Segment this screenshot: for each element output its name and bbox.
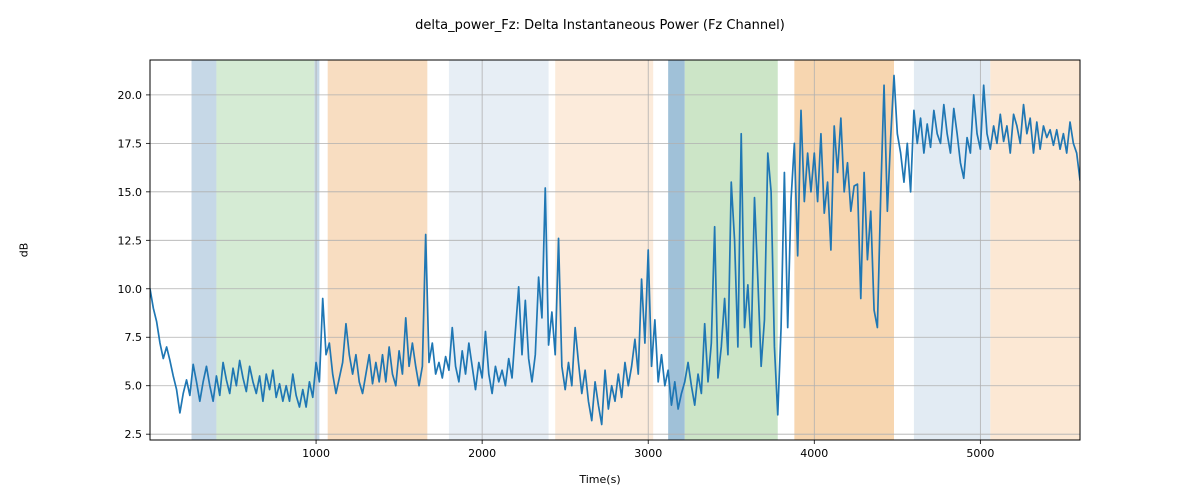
band-6 [668, 60, 685, 440]
band-0 [192, 60, 217, 440]
band-7 [685, 60, 778, 440]
band-4 [449, 60, 549, 440]
ytick-label: 5.0 [125, 380, 143, 393]
ytick-label: 17.5 [118, 137, 143, 150]
band-9 [914, 60, 990, 440]
ytick-label: 12.5 [118, 234, 143, 247]
xtick-label: 2000 [468, 447, 496, 460]
chart-container: delta_power_Fz: Delta Instantaneous Powe… [0, 0, 1200, 500]
band-10 [990, 60, 1080, 440]
ytick-label: 10.0 [118, 283, 143, 296]
band-2 [314, 60, 319, 440]
chart-svg: 1000 2000 3000 4000 5000 2.5 5.0 7.5 10.0 12.5 15.… [0, 0, 1200, 500]
ytick-label: 15.0 [118, 186, 143, 199]
xtick-label: 5000 [966, 447, 994, 460]
xtick-label: 3000 [634, 447, 662, 460]
ytick-label: 2.5 [125, 428, 143, 441]
band-3 [328, 60, 428, 440]
ytick-label: 20.0 [118, 89, 143, 102]
xtick-label: 4000 [800, 447, 828, 460]
ytick-label: 7.5 [125, 331, 143, 344]
xtick-label: 1000 [302, 447, 330, 460]
